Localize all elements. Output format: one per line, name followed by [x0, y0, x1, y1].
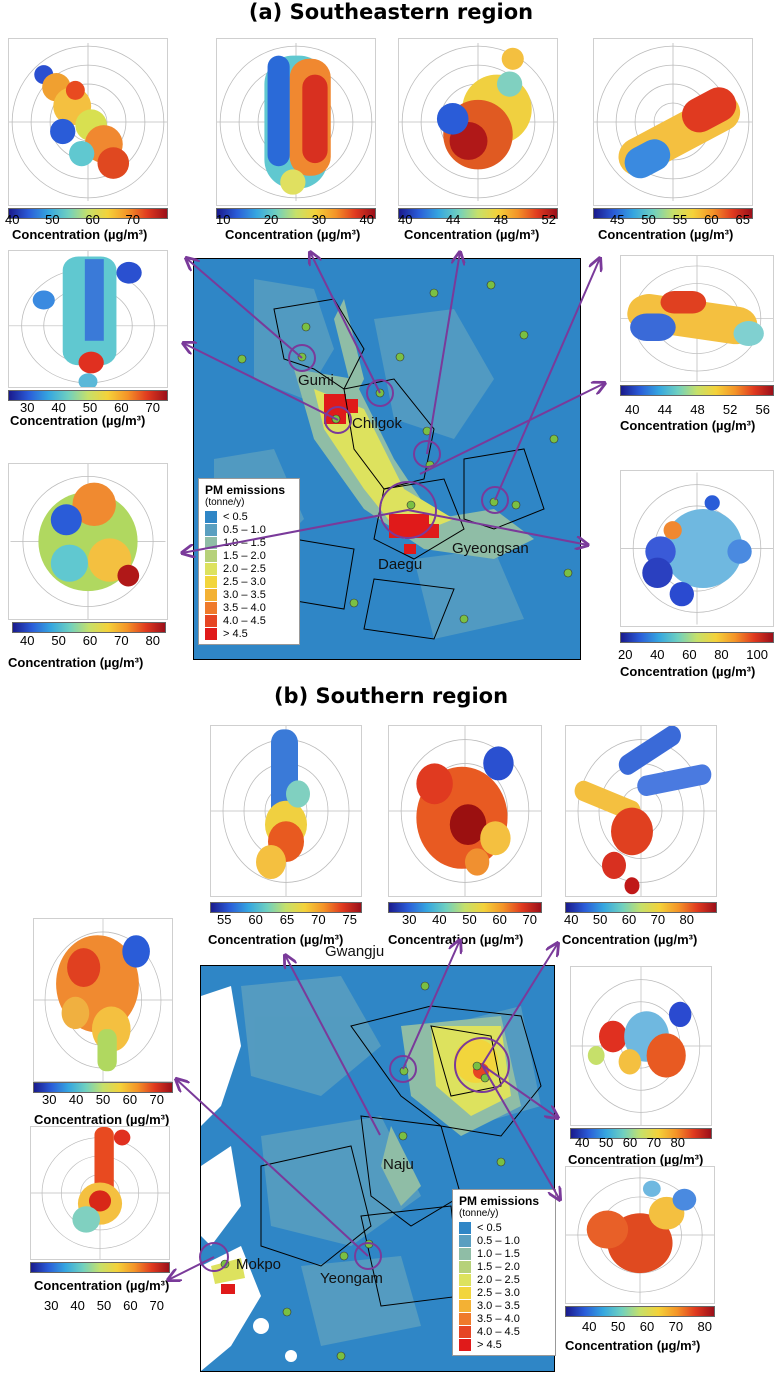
concentration-label-a5: Concentration (µg/m³) — [10, 413, 146, 428]
concentration-label-b4: Concentration (µg/m³) — [34, 1112, 170, 1127]
colorbar-a6 — [12, 622, 166, 633]
ticks-a5: 30 40 50 60 70 — [20, 400, 160, 415]
colorbar-b6 — [570, 1128, 712, 1139]
legend-item: 2.0 – 2.5 — [205, 562, 293, 575]
colorbar-a5 — [8, 390, 168, 401]
ticks-a6: 40 50 60 70 80 — [20, 633, 160, 648]
polar-plot-a7 — [620, 255, 774, 382]
colorbar-b7 — [565, 1306, 715, 1317]
concentration-label-a3: Concentration (µg/m³) — [404, 227, 540, 242]
emissions-legend-a: PM emissions (tonne/y) < 0.5 0.5 – 1.0 1… — [198, 478, 300, 645]
colorbar-b4 — [33, 1082, 173, 1093]
place-label-mokpo: Mokpo — [236, 1256, 282, 1273]
ticks-b3: 40 50 60 70 80 — [564, 912, 694, 927]
concentration-label-a4: Concentration (µg/m³) — [598, 227, 734, 242]
polar-plot-b4 — [33, 918, 173, 1082]
colorbar-a3 — [398, 208, 558, 219]
legend-item: 1.5 – 2.0 — [459, 1260, 549, 1273]
legend-title: PM emissions — [459, 1194, 540, 1208]
legend-item: 4.0 – 4.5 — [459, 1325, 549, 1338]
concentration-label-a6: Concentration (µg/m³) — [8, 655, 144, 670]
concentration-label-a2: Concentration (µg/m³) — [225, 227, 361, 242]
colorbar-b3 — [565, 902, 717, 913]
legend-subtitle: (tonne/y) — [459, 1208, 499, 1219]
ticks-b2: 30 40 50 60 70 — [402, 912, 537, 927]
legend-item: 3.5 – 4.0 — [205, 601, 293, 614]
concentration-label-b1: Concentration (µg/m³) — [208, 932, 344, 947]
polar-plot-a2 — [216, 38, 376, 206]
ticks-a7: 40 44 48 52 56 — [625, 402, 770, 417]
place-label-yeongam: Yeongam — [320, 1270, 383, 1287]
polar-plot-a6 — [8, 463, 168, 620]
legend-item: 4.0 – 4.5 — [205, 614, 293, 627]
ticks-a4: 45 50 55 60 65 — [610, 212, 750, 227]
legend-item: < 0.5 — [205, 510, 293, 523]
polar-plot-b5 — [30, 1126, 170, 1260]
place-label-gumi: Gumi — [298, 372, 334, 389]
panel-a-title: (a) Southeastern region — [248, 0, 534, 24]
ticks-a8: 20 40 60 80 100 — [618, 647, 768, 662]
colorbar-b2 — [388, 902, 542, 913]
legend-item: > 4.5 — [459, 1338, 549, 1351]
concentration-label-b5: Concentration (µg/m³) — [34, 1278, 170, 1293]
legend-item: > 4.5 — [205, 627, 293, 640]
colorbar-a8 — [620, 632, 774, 643]
polar-plot-b7 — [565, 1166, 715, 1304]
place-label-daegu: Daegu — [378, 556, 423, 573]
concentration-label-b2: Concentration (µg/m³) — [388, 932, 524, 947]
legend-item: 2.0 – 2.5 — [459, 1273, 549, 1286]
legend-item: 2.5 – 3.0 — [205, 575, 293, 588]
concentration-label-a1: Concentration (µg/m³) — [12, 227, 148, 242]
place-label-chilgok: Chilgok — [352, 415, 403, 432]
panel-b-title: (b) Southern region — [273, 684, 509, 708]
ticks-b5: 30 40 50 60 70 — [44, 1298, 164, 1313]
legend-item: 1.0 – 1.5 — [205, 536, 293, 549]
polar-plot-a1 — [8, 38, 168, 206]
ticks-b1: 55 60 65 70 75 — [217, 912, 357, 927]
polar-plot-b3 — [565, 725, 717, 897]
ticks-b6: 40 50 60 70 80 — [575, 1135, 685, 1150]
legend-item: 3.0 – 3.5 — [459, 1299, 549, 1312]
colorbar-a1 — [8, 208, 168, 219]
colorbar-a7 — [620, 385, 774, 396]
legend-subtitle: (tonne/y) — [205, 497, 245, 508]
colorbar-b1 — [210, 902, 362, 913]
polar-plot-b1 — [210, 725, 362, 897]
legend-item: 0.5 – 1.0 — [205, 523, 293, 536]
legend-item: 1.0 – 1.5 — [459, 1247, 549, 1260]
polar-plot-b6 — [570, 966, 712, 1126]
legend-item: < 0.5 — [459, 1221, 549, 1234]
ticks-a1: 40 50 60 70 — [5, 212, 140, 227]
colorbar-a4 — [593, 208, 753, 219]
place-label-gyeongsan: Gyeongsan — [452, 540, 529, 557]
legend-item: 3.5 – 4.0 — [459, 1312, 549, 1325]
emissions-legend-b: PM emissions (tonne/y) < 0.5 0.5 – 1.0 1… — [452, 1189, 556, 1356]
polar-plot-a5 — [8, 250, 168, 388]
concentration-label-a8: Concentration (µg/m³) — [620, 664, 756, 679]
legend-item: 1.5 – 2.0 — [205, 549, 293, 562]
ticks-a2: 10 20 30 40 — [216, 212, 374, 227]
legend-item: 2.5 – 3.0 — [459, 1286, 549, 1299]
place-label-gwangju: Gwangju — [325, 943, 385, 960]
legend-title: PM emissions — [205, 483, 286, 497]
legend-item: 0.5 – 1.0 — [459, 1234, 549, 1247]
ticks-a3: 40 44 48 52 — [398, 212, 556, 227]
polar-plot-a8 — [620, 470, 774, 627]
polar-plot-a4 — [593, 38, 753, 206]
colorbar-b5 — [30, 1262, 170, 1273]
legend-item: 3.0 – 3.5 — [205, 588, 293, 601]
concentration-label-a7: Concentration (µg/m³) — [620, 418, 756, 433]
ticks-b4: 30 40 50 60 70 — [42, 1092, 164, 1107]
polar-plot-a3 — [398, 38, 558, 206]
polar-plot-b2 — [388, 725, 542, 897]
concentration-label-b3: Concentration (µg/m³) — [562, 932, 698, 947]
concentration-label-b7: Concentration (µg/m³) — [565, 1338, 701, 1353]
ticks-b7: 40 50 60 70 80 — [582, 1319, 712, 1334]
colorbar-a2 — [216, 208, 376, 219]
concentration-label-b6: Concentration (µg/m³) — [568, 1152, 704, 1167]
place-label-naju: Naju — [383, 1156, 414, 1173]
